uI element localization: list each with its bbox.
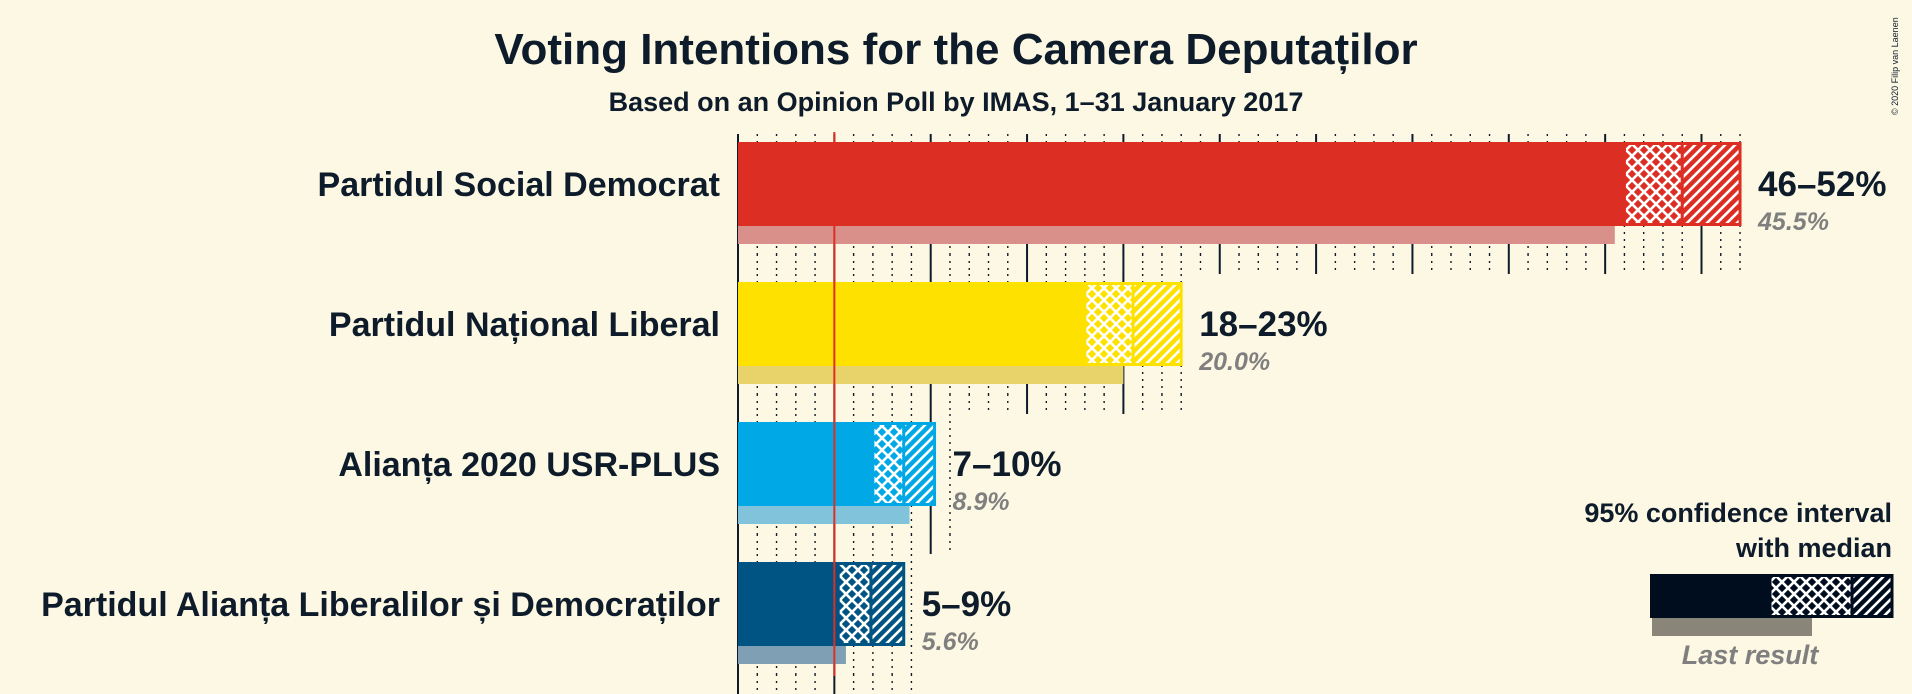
party-label: Partidul Alianța Liberalilor și Democraț… — [41, 586, 720, 624]
legend-line2: with median — [1735, 533, 1892, 563]
bar-solid — [738, 422, 873, 506]
copyright-text: © 2020 Filip van Laenen — [1890, 17, 1900, 115]
range-label: 46–52% — [1758, 165, 1886, 204]
ci-lower-half — [838, 562, 871, 646]
bar-solid — [738, 562, 838, 646]
ci-upper-half — [1133, 282, 1181, 366]
bar-solid — [738, 142, 1624, 226]
party-label: Partidul Național Liberal — [329, 306, 720, 344]
ci-lower-half — [1085, 282, 1133, 366]
party-label: Alianța 2020 USR-PLUS — [338, 446, 720, 484]
ci-upper-half — [1682, 142, 1740, 226]
ci-upper-half — [904, 422, 935, 506]
chart-subtitle: Based on an Opinion Poll by IMAS, 1–31 J… — [609, 87, 1304, 117]
ci-lower-half — [873, 422, 904, 506]
ci-lower-half — [1624, 142, 1682, 226]
legend-line1: 95% confidence interval — [1584, 498, 1892, 528]
last-result-label: 8.9% — [953, 488, 1010, 516]
party-label: Partidul Social Democrat — [318, 166, 720, 204]
last-result-label: 20.0% — [1198, 348, 1270, 376]
legend-solid-bar — [1650, 574, 1770, 618]
last-result-label: 45.5% — [1757, 208, 1829, 236]
last-result-label: 5.6% — [922, 628, 979, 656]
legend-last-result: Last result — [1682, 640, 1820, 670]
range-label: 18–23% — [1199, 305, 1327, 344]
bars-group: Partidul Social Democrat 46–52% 45.5% Parti… — [41, 132, 1886, 694]
ci-upper-half — [871, 562, 904, 646]
range-label: 7–10% — [953, 445, 1062, 484]
legend: 95% confidence interval with median Last… — [1584, 498, 1892, 670]
bar-solid — [738, 282, 1085, 366]
legend-hatch-bar — [1852, 574, 1892, 618]
range-label: 5–9% — [922, 585, 1012, 624]
chart-title: Voting Intentions for the Camera Deputaț… — [494, 25, 1417, 74]
legend-cross-bar — [1770, 574, 1852, 618]
